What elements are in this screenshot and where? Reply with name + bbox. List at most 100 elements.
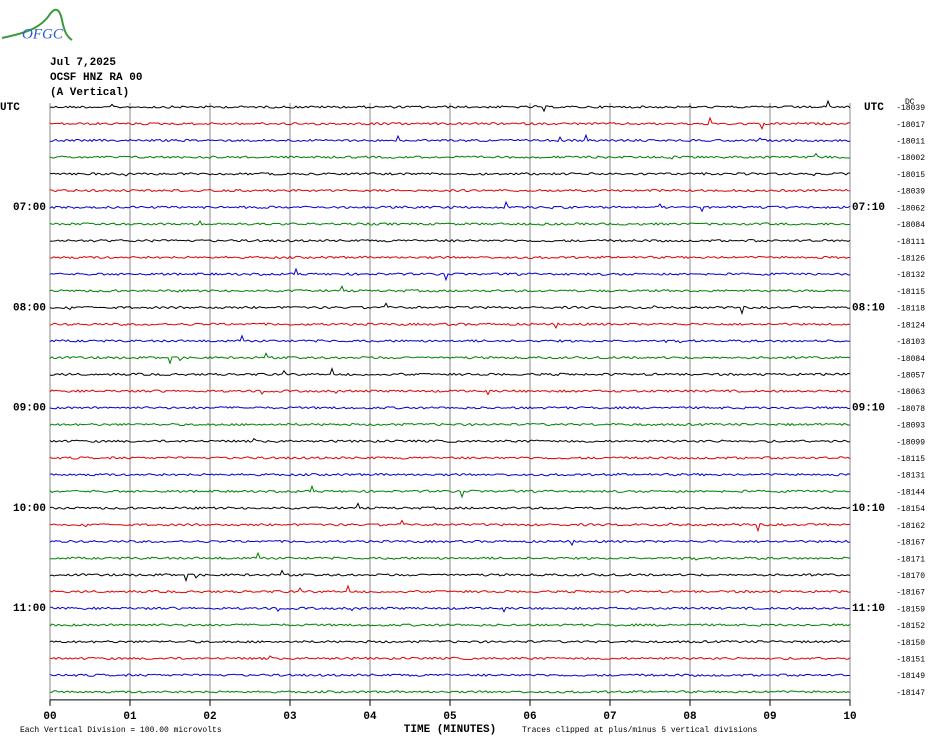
x-tick-label: 02	[203, 711, 216, 723]
dc-offset: -18170	[896, 572, 925, 581]
trace	[50, 99, 851, 113]
dc-offset: -18154	[896, 505, 925, 514]
trace	[50, 133, 851, 143]
scale-note: Each Vertical Division = 100.00 microvol…	[20, 726, 222, 735]
trace	[49, 334, 851, 344]
logo: OFGC	[1, 8, 73, 42]
dc-offset: -18150	[896, 639, 925, 648]
component: (A Vertical)	[50, 87, 129, 99]
dc-offset: -18099	[896, 438, 925, 447]
trace	[49, 188, 851, 193]
dc-offset: -18126	[896, 254, 925, 263]
left-time-label: 11:00	[13, 603, 46, 615]
x-tick-label: 06	[523, 711, 536, 723]
dc-offset: -18118	[896, 305, 925, 314]
trace	[49, 405, 851, 410]
x-tick-label: 03	[283, 711, 297, 723]
trace	[49, 389, 851, 396]
left-time-label: 07:00	[13, 202, 46, 214]
right-time-label: 08:10	[852, 302, 885, 314]
dc-offset: -18151	[896, 656, 925, 665]
dc-offset: -18078	[896, 405, 925, 414]
trace	[49, 219, 850, 226]
dc-offset: -18057	[896, 371, 925, 380]
right-time-label: 11:10	[852, 603, 885, 615]
x-tick-label: 00	[43, 711, 56, 723]
trace	[49, 367, 851, 377]
x-tick-label: 09	[763, 711, 776, 723]
dc-offset: -18103	[896, 338, 925, 347]
dc-offset: -18115	[896, 455, 925, 464]
trace	[49, 502, 851, 510]
dc-label: DC	[905, 98, 915, 107]
x-tick-label: 04	[363, 711, 377, 723]
left-time-label: 10:00	[13, 503, 46, 515]
dc-offset: -18167	[896, 539, 925, 548]
trace	[49, 472, 851, 477]
dc-offset: -18111	[896, 238, 925, 247]
x-tick-label: 10	[843, 711, 856, 723]
trace	[49, 569, 851, 583]
trace	[49, 116, 851, 131]
trace	[49, 285, 851, 293]
trace	[49, 456, 851, 460]
dc-offset: -18084	[896, 355, 925, 364]
trace	[49, 172, 851, 177]
dc-offset: -18152	[896, 622, 925, 631]
dc-offset: -18084	[896, 221, 925, 230]
dc-offset: -18132	[896, 271, 925, 280]
dc-offset: -18062	[896, 204, 925, 213]
trace	[49, 519, 851, 533]
trace	[49, 673, 851, 677]
trace	[49, 200, 851, 213]
dc-offset: -18144	[896, 488, 925, 497]
trace	[49, 352, 851, 365]
dc-offset: -18162	[896, 522, 925, 531]
trace	[49, 639, 850, 644]
dc-offset: -18159	[896, 605, 925, 614]
trace	[50, 255, 850, 260]
trace	[49, 238, 851, 243]
dc-offset: -18167	[896, 589, 925, 598]
dc-offset: -18039	[896, 188, 925, 197]
trace	[49, 655, 851, 661]
right-axis-label: UTC	[864, 102, 884, 114]
logo-curve	[1, 8, 73, 41]
trace	[50, 551, 851, 561]
dc-offset: -18149	[896, 672, 925, 681]
trace	[49, 539, 851, 547]
station: OCSF HNZ RA 00	[50, 72, 142, 84]
trace	[49, 152, 851, 160]
trace	[49, 584, 851, 594]
trace	[49, 267, 851, 282]
x-axis-label: TIME (MINUTES)	[404, 724, 496, 736]
trace	[49, 422, 851, 427]
trace	[49, 689, 851, 694]
x-tick-label: 07	[603, 711, 616, 723]
dc-offset: -18131	[896, 472, 925, 481]
date: Jul 7,2025	[50, 57, 116, 69]
x-tick-label: 01	[123, 711, 137, 723]
trace	[49, 302, 851, 316]
dc-offset: -18115	[896, 288, 925, 297]
dc-offset: -18124	[896, 321, 925, 330]
x-tick-label: 08	[683, 711, 697, 723]
dc-offset: -18015	[896, 171, 925, 180]
right-time-label: 10:10	[852, 503, 885, 515]
right-time-label: 09:10	[852, 403, 885, 415]
dc-offset: -18063	[896, 388, 925, 397]
left-time-label: 09:00	[13, 403, 46, 415]
trace	[49, 606, 851, 613]
right-time-label: 07:10	[852, 202, 885, 214]
dc-offset: -18002	[896, 154, 925, 163]
dc-offset: -18171	[896, 555, 925, 564]
trace	[49, 437, 851, 443]
trace	[49, 322, 851, 329]
clip-note: Traces clipped at plus/minus 5 vertical …	[522, 726, 757, 735]
dc-offset: -18147	[896, 689, 925, 698]
trace	[49, 484, 851, 499]
dc-offset: -18017	[896, 121, 925, 130]
dc-offset: -18011	[896, 138, 925, 147]
